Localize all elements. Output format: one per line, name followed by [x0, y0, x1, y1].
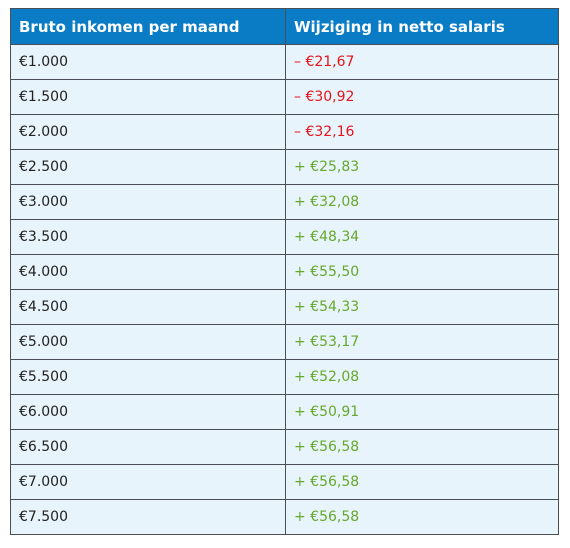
- gross-income: €1.500: [10, 79, 286, 115]
- table-row: €5.000 + €53,17: [10, 324, 559, 360]
- gross-income: €5.000: [10, 324, 286, 360]
- net-change: + €25,83: [285, 149, 559, 185]
- net-change: + €56,58: [285, 464, 559, 500]
- header-cell: Wijziging in netto salaris: [285, 8, 559, 45]
- net-change: + €32,08: [285, 184, 559, 220]
- gross-income: €5.500: [10, 359, 286, 395]
- table-row: €4.500 + €54,33: [10, 289, 559, 325]
- gross-income: €4.000: [10, 254, 286, 290]
- table-row: €1.000– €21,67: [10, 44, 559, 80]
- gross-income: €2.500: [10, 149, 286, 185]
- table-row: €3.500 + €48,34: [10, 219, 559, 255]
- net-change: + €53,17: [285, 324, 559, 360]
- header-cell: Bruto inkomen per maand: [10, 8, 286, 45]
- net-change: + €56,58: [285, 499, 559, 535]
- net-change: + €48,34: [285, 219, 559, 255]
- net-change: + €56,58: [285, 429, 559, 465]
- gross-income: €6.500: [10, 429, 286, 465]
- table-row: €5.500 + €52,08: [10, 359, 559, 395]
- gross-income: €1.000: [10, 44, 286, 80]
- gross-income: €3.500: [10, 219, 286, 255]
- gross-income: €4.500: [10, 289, 286, 325]
- table-row: €4.000 + €55,50: [10, 254, 559, 290]
- table-row: €2.000– €32,16: [10, 114, 559, 150]
- table-row: €6.500 + €56,58: [10, 429, 559, 465]
- table-row: €1.500– €30,92: [10, 79, 559, 115]
- table-row: €7.500 + €56,58: [10, 499, 559, 535]
- gross-income: €7.500: [10, 499, 286, 535]
- table-row: €7.000 + €56,58: [10, 464, 559, 500]
- net-change: – €30,92: [285, 79, 559, 115]
- table-body: €1.000– €21,67 €1.500– €30,92 €2.000– €32,…: [10, 44, 559, 535]
- table-row: €3.000 + €32,08: [10, 184, 559, 220]
- net-change: + €54,33: [285, 289, 559, 325]
- gross-income: €7.000: [10, 464, 286, 500]
- table-row: €2.500 + €25,83: [10, 149, 559, 185]
- gross-income: €2.000: [10, 114, 286, 150]
- net-change: – €32,16: [285, 114, 559, 150]
- net-change: + €55,50: [285, 254, 559, 290]
- table-row: €6.000 + €50,91: [10, 394, 559, 430]
- net-change: + €52,08: [285, 359, 559, 395]
- gross-income: €3.000: [10, 184, 286, 220]
- gross-income: €6.000: [10, 394, 286, 430]
- salary-table: Bruto inkomen per maand Wijziging in nett…: [10, 8, 559, 535]
- header-row: Bruto inkomen per maand Wijziging in nett…: [10, 8, 559, 45]
- net-change: + €50,91: [285, 394, 559, 430]
- net-change: – €21,67: [285, 44, 559, 80]
